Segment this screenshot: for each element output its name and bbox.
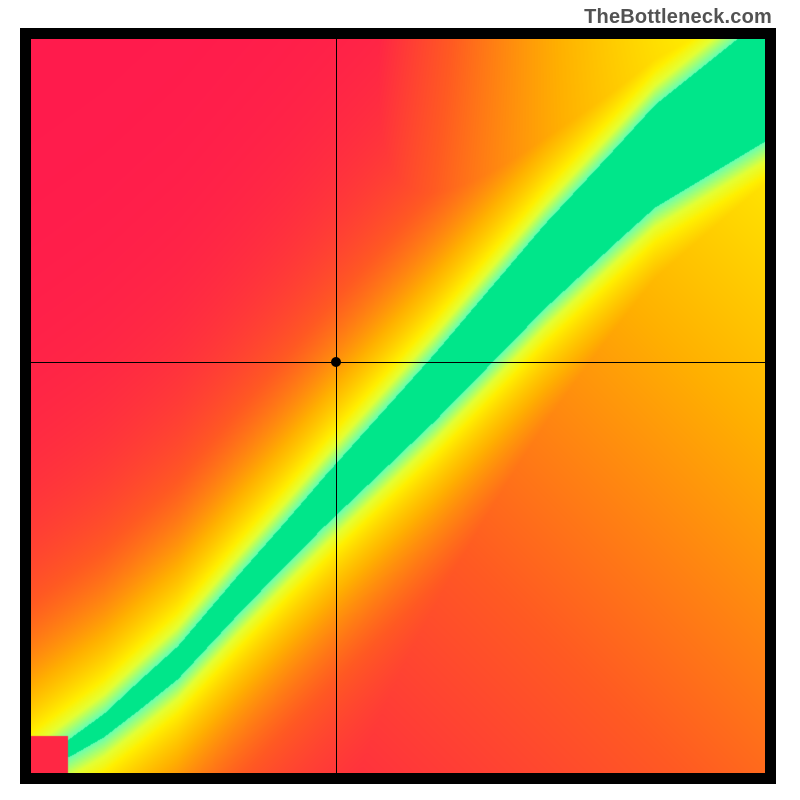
crosshair-horizontal: [31, 362, 765, 363]
watermark-text: TheBottleneck.com: [584, 6, 772, 29]
crosshair-marker: [331, 357, 341, 367]
crosshair-vertical: [336, 39, 337, 773]
chart-frame: [20, 28, 776, 784]
heatmap-canvas: [31, 39, 765, 773]
